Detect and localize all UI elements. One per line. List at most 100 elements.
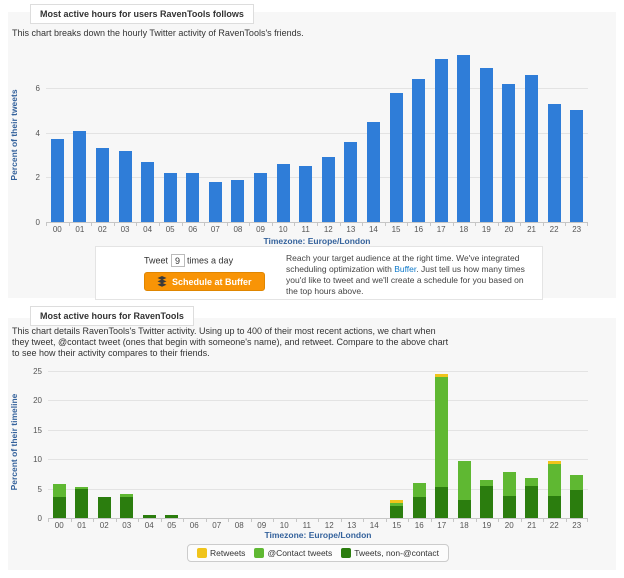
bar-segment[interactable] <box>118 150 132 222</box>
x-tick-label: 10 <box>278 225 288 234</box>
x-tick-label: 15 <box>392 521 402 530</box>
x-tick-mark <box>204 222 205 226</box>
bar-segment[interactable] <box>389 92 403 222</box>
y-tick-label: 0 <box>37 514 42 523</box>
bar-segment[interactable] <box>390 506 404 518</box>
bar-segment[interactable] <box>502 472 516 496</box>
y-tick-label: 2 <box>35 173 40 183</box>
bar-segment[interactable] <box>95 148 109 222</box>
bar-segment[interactable] <box>547 103 561 222</box>
bar-segment[interactable] <box>366 121 380 222</box>
x-tick-label: 07 <box>210 225 220 234</box>
bar-segment[interactable] <box>254 172 268 222</box>
gridline <box>48 459 588 460</box>
bar-segment[interactable] <box>435 373 449 377</box>
bar-segment[interactable] <box>434 59 448 222</box>
legend-label: @Contact tweets <box>267 548 333 558</box>
bar-segment[interactable] <box>502 495 516 518</box>
bar-segment[interactable] <box>457 54 471 222</box>
bar-segment[interactable] <box>276 164 290 222</box>
bar-segment[interactable] <box>208 181 222 222</box>
x-tick-label: 17 <box>437 521 447 530</box>
bar-segment[interactable] <box>570 475 584 491</box>
legend-item[interactable]: @Contact tweets <box>254 548 332 558</box>
bar-segment[interactable] <box>165 515 179 518</box>
x-tick-mark <box>362 222 363 226</box>
x-tick-mark <box>543 222 544 226</box>
bar-segment[interactable] <box>75 488 89 518</box>
x-tick-mark <box>138 518 139 522</box>
bar-segment[interactable] <box>73 130 87 222</box>
bar-segment[interactable] <box>479 68 493 222</box>
bar-segment[interactable] <box>141 161 155 222</box>
bar-segment[interactable] <box>547 461 561 465</box>
bar-segment[interactable] <box>547 495 561 518</box>
buffer-link[interactable]: Buffer <box>394 264 417 274</box>
x-tick-label: 11 <box>301 225 310 234</box>
bar-segment[interactable] <box>525 74 539 222</box>
x-tick-mark <box>408 518 409 522</box>
x-tick-label: 18 <box>459 225 469 234</box>
bar-segment[interactable] <box>412 79 426 222</box>
bar-segment[interactable] <box>120 494 134 498</box>
bar-segment[interactable] <box>299 166 313 222</box>
bar-segment[interactable] <box>390 500 404 504</box>
y-tick-label: 20 <box>33 396 42 406</box>
bar-segment[interactable] <box>412 482 426 498</box>
x-tick-mark <box>543 518 544 522</box>
x-tick-label: 16 <box>414 521 424 530</box>
bar-segment[interactable] <box>52 497 66 518</box>
x-axis-title: Timezone: Europe/London <box>264 530 372 540</box>
bar-segment[interactable] <box>547 464 561 496</box>
x-tick-mark <box>476 518 477 522</box>
bar-segment[interactable] <box>435 376 449 488</box>
bar-segment[interactable] <box>412 497 426 518</box>
bar-segment[interactable] <box>120 497 134 518</box>
bar-segment[interactable] <box>570 110 584 222</box>
bar-segment[interactable] <box>570 490 584 518</box>
legend-swatch <box>341 548 352 558</box>
schedule-at-buffer-button[interactable]: Schedule at Buffer <box>144 272 265 291</box>
x-tick-mark <box>294 222 295 226</box>
legend-box: Retweets @Contact tweets Tweets, non-@cont… <box>187 544 449 562</box>
bar-segment[interactable] <box>321 157 335 222</box>
bar-segment[interactable] <box>97 497 111 518</box>
x-tick-label: 23 <box>572 521 582 530</box>
bar-segment[interactable] <box>186 172 200 222</box>
x-tick-label: 01 <box>77 521 87 530</box>
x-tick-mark <box>159 222 160 226</box>
bar-segment[interactable] <box>480 479 494 486</box>
bar-segment[interactable] <box>525 478 539 486</box>
x-tick-mark <box>386 518 387 522</box>
bar-segment[interactable] <box>525 485 539 518</box>
x-tick-mark <box>520 222 521 226</box>
bar-segment[interactable] <box>457 500 471 518</box>
section2-header: Most active hours for RavenTools <box>30 306 194 326</box>
times-per-day-input[interactable] <box>170 254 185 267</box>
x-tick-mark <box>206 518 207 522</box>
bar-segment[interactable] <box>231 179 245 222</box>
bar-segment[interactable] <box>344 141 358 222</box>
x-tick-label: 14 <box>368 225 378 234</box>
bar-segment[interactable] <box>52 484 66 498</box>
x-tick-mark <box>48 518 49 522</box>
legend-item[interactable]: Retweets <box>197 548 245 558</box>
bar-segment[interactable] <box>142 515 156 518</box>
x-tick-mark <box>498 518 499 522</box>
bar-segment[interactable] <box>163 172 177 222</box>
x-tick-label: 16 <box>414 225 424 234</box>
bar-segment[interactable] <box>390 503 404 507</box>
buffer-icon <box>157 276 167 287</box>
bar-segment[interactable] <box>435 487 449 518</box>
bar-segment[interactable] <box>75 486 89 489</box>
x-tick-mark <box>161 518 162 522</box>
x-tick-mark <box>475 222 476 226</box>
x-tick-label: 08 <box>234 521 244 530</box>
bar-segment[interactable] <box>457 460 471 501</box>
x-tick-mark <box>565 222 566 226</box>
bar-segment[interactable] <box>502 83 516 222</box>
bar-segment[interactable] <box>480 485 494 518</box>
bar-segment[interactable] <box>50 139 64 222</box>
legend-item[interactable]: Tweets, non-@contact <box>341 548 439 558</box>
